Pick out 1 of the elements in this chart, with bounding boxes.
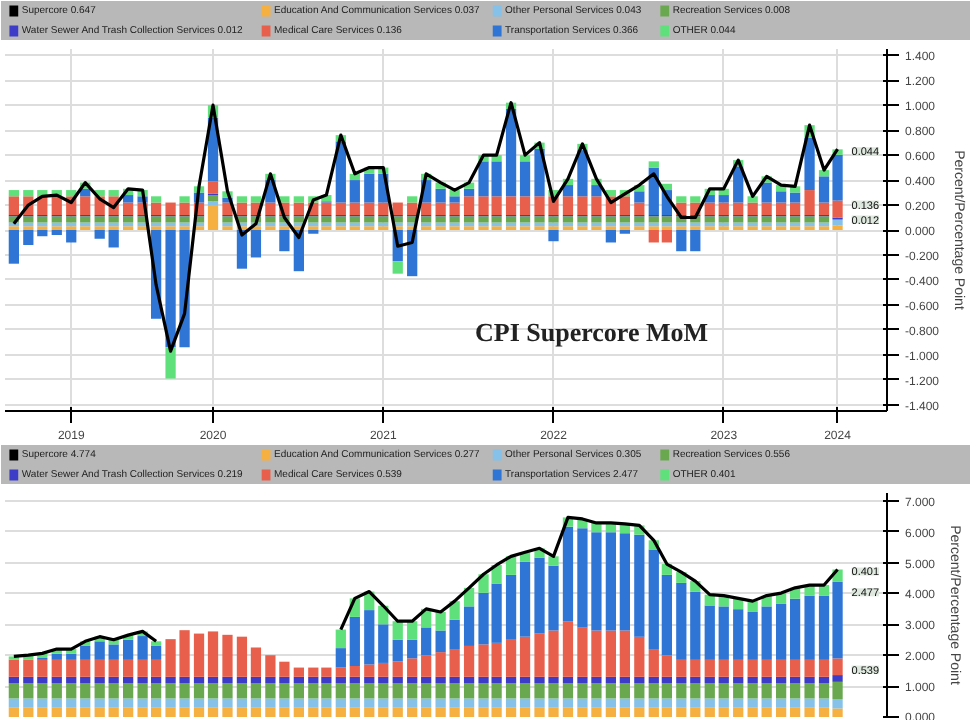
text: CPI Supercore MoM: [475, 317, 708, 347]
